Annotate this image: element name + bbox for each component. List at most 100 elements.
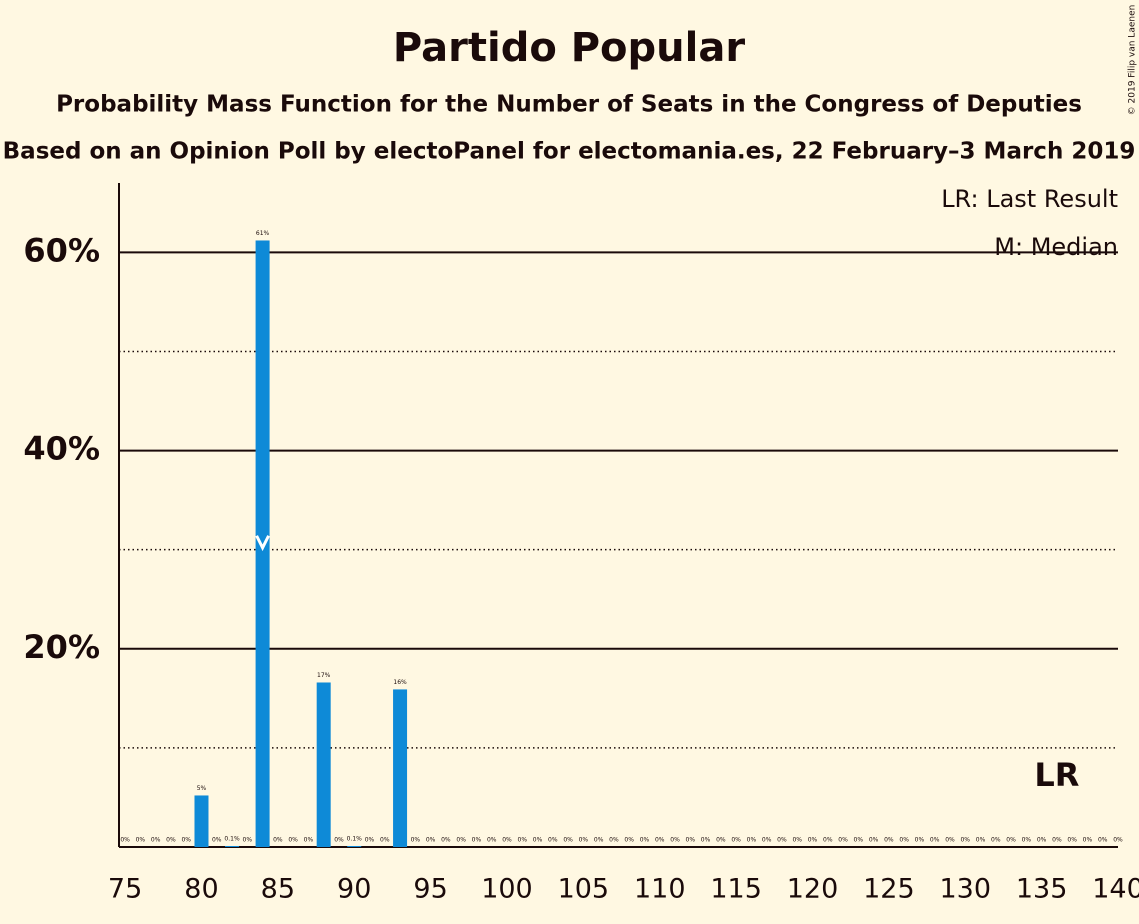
- value-label: 0.1%: [347, 836, 363, 843]
- x-tick-label: 110: [634, 874, 686, 905]
- x-tick-label: 115: [710, 874, 762, 905]
- value-label: 0%: [823, 837, 833, 844]
- value-label: 0%: [960, 837, 970, 844]
- value-label: 0%: [288, 837, 298, 844]
- value-label: 0%: [930, 837, 940, 844]
- value-label: 0%: [441, 837, 451, 844]
- value-label: 0%: [991, 837, 1001, 844]
- value-label: 0%: [166, 837, 176, 844]
- bar: [393, 689, 408, 847]
- value-label: 0%: [579, 837, 589, 844]
- value-label: 17%: [317, 672, 331, 679]
- value-label: 0%: [365, 837, 375, 844]
- value-label: 61%: [256, 230, 270, 237]
- copyright: © 2019 Filip van Laenen: [1128, 5, 1138, 116]
- y-tick-label: 60%: [23, 231, 100, 269]
- value-label: 0%: [502, 837, 512, 844]
- value-label: 0%: [548, 837, 558, 844]
- value-label: 0%: [136, 837, 146, 844]
- x-tick-label: 125: [863, 874, 915, 905]
- value-label: 0%: [426, 837, 436, 844]
- value-label: 0%: [686, 837, 696, 844]
- value-label: 0%: [808, 837, 818, 844]
- value-label: 0%: [456, 837, 466, 844]
- value-label: 0%: [976, 837, 986, 844]
- y-tick-label: 20%: [23, 628, 100, 666]
- value-label: 0%: [243, 837, 253, 844]
- x-tick-label: 130: [939, 874, 991, 905]
- value-label: 0%: [869, 837, 879, 844]
- value-label: 0%: [945, 837, 955, 844]
- x-tick-label: 140: [1092, 874, 1139, 905]
- value-label: 0%: [472, 837, 482, 844]
- x-tick-label: 75: [108, 874, 142, 905]
- legend-entry: M: Median: [994, 233, 1118, 261]
- median-marker: [255, 535, 270, 552]
- value-label: 0.1%: [224, 836, 240, 843]
- bar: [194, 795, 209, 847]
- value-label: 0%: [1083, 837, 1093, 844]
- value-label: 0%: [1037, 837, 1047, 844]
- value-label: 0%: [609, 837, 619, 844]
- bar: [255, 240, 270, 847]
- x-tick-label: 85: [261, 874, 295, 905]
- value-label: 0%: [899, 837, 909, 844]
- value-label: 0%: [792, 837, 802, 844]
- value-label: 0%: [884, 837, 894, 844]
- value-label: 0%: [563, 837, 573, 844]
- value-label: 0%: [915, 837, 925, 844]
- value-label: 0%: [1067, 837, 1077, 844]
- value-label: 0%: [181, 837, 191, 844]
- value-label: 0%: [838, 837, 848, 844]
- bar: [347, 846, 362, 847]
- value-label: 0%: [1052, 837, 1062, 844]
- value-label: 0%: [212, 837, 222, 844]
- value-label: 0%: [487, 837, 497, 844]
- value-label: 0%: [716, 837, 726, 844]
- last-result-label: LR: [1034, 756, 1079, 794]
- value-label: 0%: [304, 837, 314, 844]
- value-label: 0%: [1006, 837, 1016, 844]
- legend-entry: LR: Last Result: [941, 185, 1118, 213]
- value-label: 0%: [411, 837, 421, 844]
- value-label: 0%: [731, 837, 741, 844]
- value-label: 0%: [701, 837, 711, 844]
- x-tick-label: 120: [787, 874, 839, 905]
- x-tick-label: 90: [337, 874, 371, 905]
- value-label: 0%: [777, 837, 787, 844]
- value-label: 0%: [120, 837, 130, 844]
- chart-title: Partido Popular: [393, 25, 745, 71]
- chart-subtitle: Probability Mass Function for the Number…: [56, 92, 1082, 118]
- x-tick-label: 105: [558, 874, 610, 905]
- value-label: 0%: [640, 837, 650, 844]
- value-label: 0%: [518, 837, 528, 844]
- value-label: 0%: [334, 837, 344, 844]
- chart-subtitle: Based on an Opinion Poll by electoPanel …: [3, 139, 1136, 165]
- value-label: 0%: [624, 837, 634, 844]
- value-label: 0%: [273, 837, 283, 844]
- value-label: 0%: [854, 837, 864, 844]
- x-tick-label: 80: [184, 874, 218, 905]
- value-label: 0%: [1113, 837, 1123, 844]
- value-label: 0%: [380, 837, 390, 844]
- bar: [316, 682, 331, 847]
- value-label: 0%: [747, 837, 757, 844]
- value-label: 0%: [1022, 837, 1032, 844]
- value-label: 16%: [393, 679, 407, 686]
- y-tick-label: 40%: [23, 430, 100, 468]
- value-label: 0%: [762, 837, 772, 844]
- value-label: 5%: [197, 785, 207, 792]
- value-label: 0%: [594, 837, 604, 844]
- x-tick-label: 100: [481, 874, 533, 905]
- x-tick-label: 135: [1016, 874, 1068, 905]
- x-tick-label: 95: [413, 874, 447, 905]
- value-label: 0%: [655, 837, 665, 844]
- value-label: 0%: [533, 837, 543, 844]
- value-label: 0%: [151, 837, 161, 844]
- bar: [225, 846, 240, 847]
- value-label: 0%: [670, 837, 680, 844]
- value-label: 0%: [1098, 837, 1108, 844]
